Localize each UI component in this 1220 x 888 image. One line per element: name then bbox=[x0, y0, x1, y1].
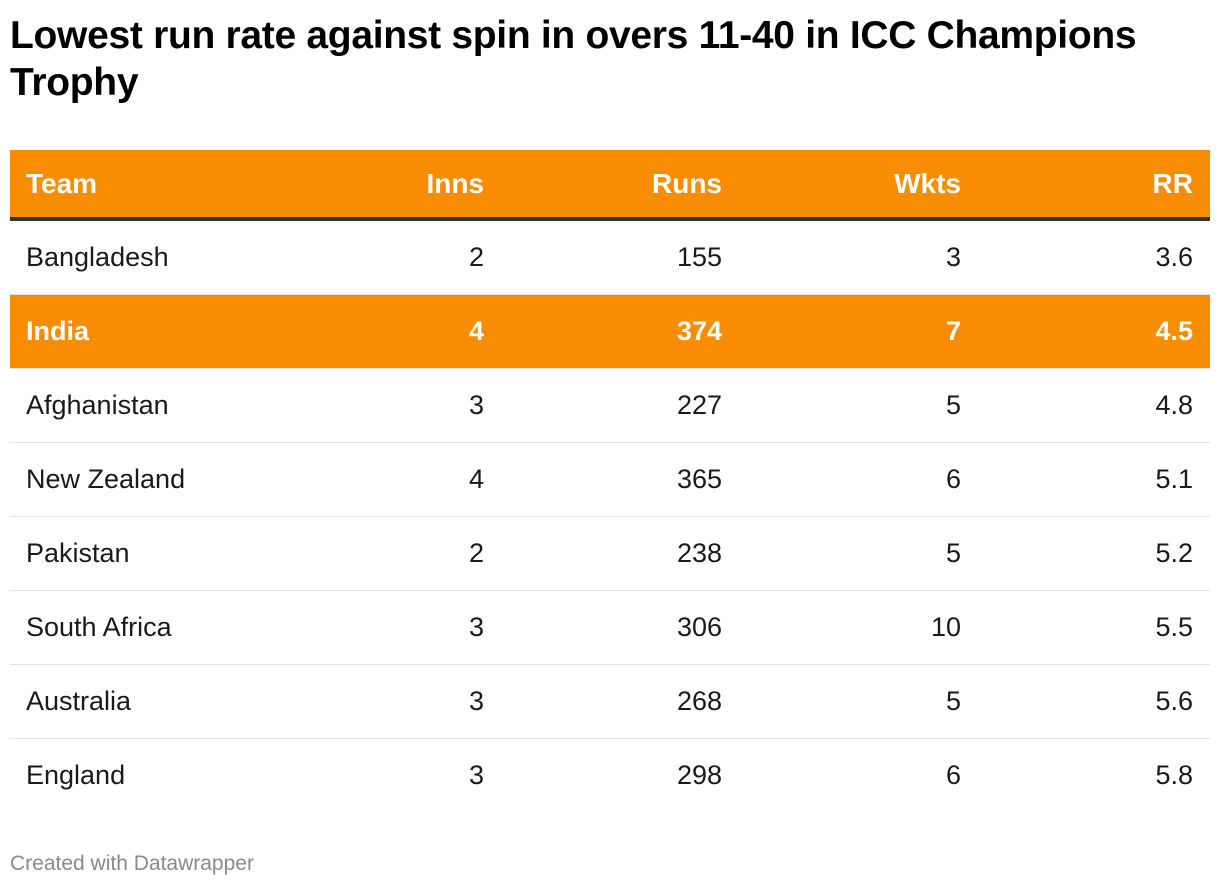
cell-team: New Zealand bbox=[26, 464, 186, 494]
column-header-wkts[interactable]: Wkts bbox=[894, 167, 961, 199]
cell-inns: 4 bbox=[468, 316, 484, 346]
cell-wkts: 5 bbox=[945, 538, 961, 568]
table-row: Afghanistan 3 227 5 4.8 bbox=[10, 369, 1210, 443]
cell-inns: 3 bbox=[468, 612, 484, 642]
cell-inns: 3 bbox=[468, 390, 484, 420]
cell-inns: 4 bbox=[468, 464, 484, 494]
cell-rr: 5.1 bbox=[1155, 464, 1193, 494]
cell-rr: 5.2 bbox=[1155, 538, 1193, 568]
cell-rr: 5.6 bbox=[1155, 686, 1193, 716]
cell-inns: 2 bbox=[468, 242, 484, 272]
cell-rr: 5.5 bbox=[1155, 612, 1193, 642]
cell-wkts: 5 bbox=[945, 686, 961, 716]
cell-wkts: 6 bbox=[945, 760, 961, 790]
table-row: Australia 3 268 5 5.6 bbox=[10, 665, 1210, 739]
cell-rr: 3.6 bbox=[1155, 242, 1193, 272]
cell-wkts: 6 bbox=[945, 464, 961, 494]
cell-rr: 5.8 bbox=[1155, 760, 1193, 790]
cell-runs: 155 bbox=[676, 242, 722, 272]
cell-team: Bangladesh bbox=[26, 242, 169, 272]
cell-runs: 306 bbox=[676, 612, 722, 642]
cell-team: Australia bbox=[26, 686, 132, 716]
table-row: Bangladesh 2 155 3 3.6 bbox=[10, 221, 1210, 295]
chart-title: Lowest run rate against spin in overs 11… bbox=[10, 14, 1137, 104]
column-header-rr[interactable]: RR bbox=[1152, 167, 1193, 199]
cell-inns: 3 bbox=[468, 760, 484, 790]
cell-team: Pakistan bbox=[26, 538, 130, 568]
table-row: England 3 298 6 5.8 bbox=[10, 739, 1210, 812]
cell-wkts: 7 bbox=[945, 316, 961, 346]
data-table: Team Inns Runs Wkts RR Bangladesh 2 155 … bbox=[10, 150, 1210, 812]
cell-runs: 374 bbox=[676, 316, 722, 346]
cell-runs: 365 bbox=[676, 464, 722, 494]
cell-inns: 3 bbox=[468, 686, 484, 716]
cell-team: Afghanistan bbox=[26, 390, 169, 420]
table-row: Pakistan 2 238 5 5.2 bbox=[10, 517, 1210, 591]
table-row: South Africa 3 306 10 5.5 bbox=[10, 591, 1210, 665]
cell-wkts: 3 bbox=[945, 242, 961, 272]
table-row: New Zealand 4 365 6 5.1 bbox=[10, 443, 1210, 517]
column-header-team[interactable]: Team bbox=[26, 167, 98, 199]
cell-runs: 238 bbox=[676, 538, 722, 568]
column-header-inns[interactable]: Inns bbox=[426, 167, 484, 199]
cell-wkts: 10 bbox=[930, 612, 961, 642]
cell-rr: 4.8 bbox=[1155, 390, 1193, 420]
cell-runs: 227 bbox=[676, 390, 722, 420]
cell-team: India bbox=[26, 316, 90, 346]
cell-runs: 298 bbox=[676, 760, 722, 790]
table-header: Team Inns Runs Wkts RR bbox=[10, 150, 1210, 221]
attribution-footer: Created with Datawrapper bbox=[10, 852, 254, 875]
cell-team: South Africa bbox=[26, 612, 172, 642]
cell-rr: 4.5 bbox=[1155, 316, 1193, 346]
column-header-runs[interactable]: Runs bbox=[652, 167, 722, 199]
cell-team: England bbox=[26, 760, 126, 790]
cell-wkts: 5 bbox=[945, 390, 961, 420]
cell-runs: 268 bbox=[676, 686, 722, 716]
table-row-highlighted: India 4 374 7 4.5 bbox=[10, 295, 1210, 369]
cell-inns: 2 bbox=[468, 538, 484, 568]
